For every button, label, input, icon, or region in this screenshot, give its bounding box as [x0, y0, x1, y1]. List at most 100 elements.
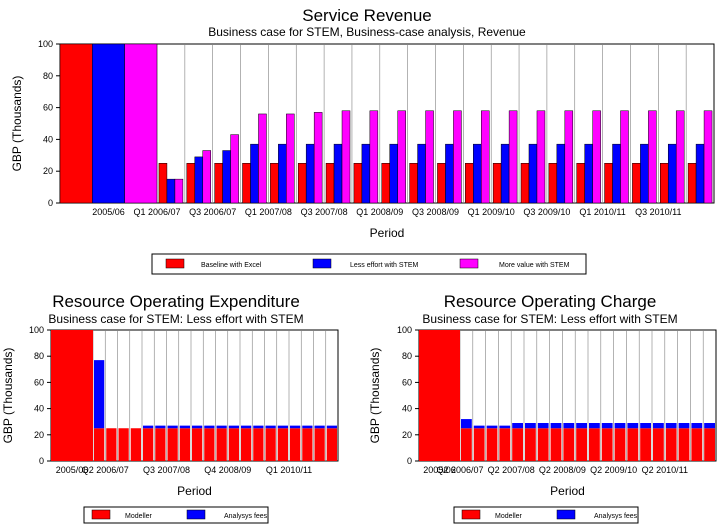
x-tick-label: Q1 2009/10 — [468, 207, 515, 217]
bar-modeller — [563, 428, 575, 461]
bar-less-effort-with-stem — [92, 43, 125, 204]
bar-modeller — [576, 428, 587, 461]
bar-modeller — [473, 428, 485, 461]
bar-less-effort-with-stem — [278, 143, 287, 204]
y-tick-label: 40 — [34, 404, 44, 414]
bar-less-effort-with-stem — [305, 143, 315, 204]
bar-modeller — [419, 330, 460, 461]
bar-modeller — [461, 428, 472, 461]
y-tick-label: 40 — [402, 404, 412, 414]
chart-subtitle: Business case for STEM, Business-case an… — [208, 25, 526, 39]
bar-more-value-with-stem — [564, 110, 574, 204]
x-tick-label: Q1 2010/11 — [579, 207, 625, 217]
legend-swatch — [461, 509, 481, 520]
bar-analysys-fees — [537, 423, 549, 429]
y-tick-label: 60 — [34, 377, 44, 387]
bar-analysys-fees — [691, 423, 703, 429]
bar-more-value-with-stem — [592, 110, 601, 204]
bar-modeller — [51, 330, 93, 461]
y-tick-label: 80 — [34, 351, 44, 361]
bar-baseline-with-excel — [186, 163, 196, 204]
y-axis-label: GBP (Thousands) — [1, 348, 15, 444]
bar-modeller — [192, 428, 203, 461]
bar-modeller — [241, 428, 252, 461]
legend-label: Analysys fees — [224, 513, 268, 520]
bar-baseline-with-excel — [325, 163, 335, 204]
x-tick-label: Q1 2010/11 — [266, 465, 312, 475]
y-tick-label: 60 — [402, 377, 412, 387]
legend-label: More value with STEM — [499, 262, 570, 269]
bar-analysys-fees — [277, 425, 288, 429]
y-tick-label: 20 — [43, 166, 53, 176]
bar-analysys-fees — [314, 425, 325, 429]
bar-more-value-with-stem — [453, 110, 462, 204]
legend: Baseline with Excel Less effort with STEM… — [151, 253, 587, 275]
bar-analysys-fees — [627, 423, 639, 429]
bar-analysys-fees — [653, 423, 664, 429]
bar-modeller — [302, 428, 313, 461]
legend-swatch — [165, 258, 185, 269]
x-tick-label: 2005/06 — [423, 465, 456, 475]
bar-modeller — [94, 428, 105, 461]
x-tick-label: Q2 2006/07 — [436, 465, 483, 475]
x-tick-label: Q3 2009/10 — [523, 207, 570, 217]
y-tick-label: 40 — [43, 134, 53, 144]
bar-analysys-fees — [640, 423, 651, 429]
legend-label: Less effort with STEM — [350, 262, 419, 269]
bar-analysys-fees — [525, 423, 536, 429]
bar-modeller — [640, 428, 651, 461]
y-tick-label: 100 — [38, 39, 53, 49]
chart-subtitle: Business case for STEM: Less effort with… — [48, 312, 303, 326]
bar-modeller — [253, 428, 264, 461]
bar-more-value-with-stem — [202, 150, 212, 204]
bar-baseline-with-excel — [270, 163, 279, 204]
bar-analysys-fees — [302, 425, 313, 429]
x-tick-label: Q2 2007/08 — [488, 465, 535, 475]
bar-analysys-fees — [155, 425, 166, 429]
bar-analysys-fees — [486, 425, 498, 429]
bar-modeller — [326, 428, 337, 461]
bar-more-value-with-stem — [397, 110, 406, 204]
bar-analysys-fees — [94, 360, 105, 429]
bar-more-value-with-stem — [258, 113, 267, 204]
y-tick-label: 0 — [407, 456, 412, 466]
bar-baseline-with-excel — [465, 163, 474, 204]
bar-modeller — [143, 428, 154, 461]
bar-analysys-fees — [192, 425, 203, 429]
bar-modeller — [614, 428, 626, 461]
bar-baseline-with-excel — [158, 163, 168, 204]
bar-more-value-with-stem — [174, 178, 184, 204]
bar-less-effort-with-stem — [556, 143, 566, 204]
bar-baseline-with-excel — [59, 43, 93, 204]
legend-label: Baseline with Excel — [201, 262, 262, 269]
chart-title: Service Revenue — [302, 6, 431, 25]
bar-analysys-fees — [326, 425, 337, 429]
bar-more-value-with-stem — [536, 110, 546, 204]
bar-baseline-with-excel — [297, 163, 307, 204]
bar-analysys-fees — [204, 425, 215, 429]
bar-analysys-fees — [143, 425, 154, 429]
y-tick-label: 100 — [397, 325, 412, 335]
bar-baseline-with-excel — [492, 163, 502, 204]
bar-modeller — [665, 428, 677, 461]
bar-analysys-fees — [563, 423, 575, 429]
bar-more-value-with-stem — [124, 43, 158, 204]
legend-swatch — [459, 258, 479, 269]
bar-modeller — [525, 428, 536, 461]
bar-more-value-with-stem — [703, 110, 713, 204]
bar-baseline-with-excel — [409, 163, 418, 204]
x-tick-label: Q2 2008/09 — [539, 465, 586, 475]
bar-modeller — [627, 428, 639, 461]
bar-baseline-with-excel — [632, 163, 641, 204]
bar-analysys-fees — [461, 419, 472, 429]
bar-more-value-with-stem — [369, 110, 379, 204]
y-tick-label: 20 — [402, 430, 412, 440]
x-tick-label: Q3 2007/08 — [301, 207, 348, 217]
bar-modeller — [204, 428, 215, 461]
bar-less-effort-with-stem — [250, 143, 259, 204]
bar-analysys-fees — [512, 423, 523, 429]
x-tick-label: Q1 2007/08 — [245, 207, 292, 217]
